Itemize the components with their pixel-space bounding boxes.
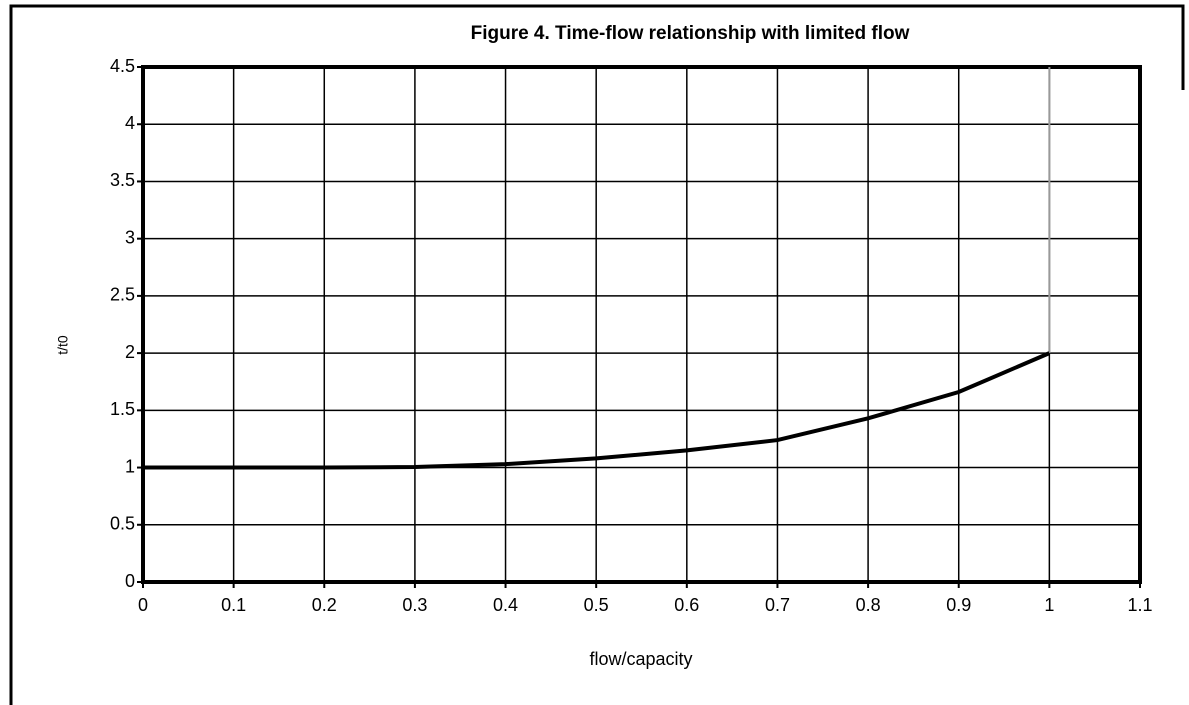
x-tick-label: 0.3 [402,595,427,615]
line [143,351,1051,470]
y-tick-label: 4.5 [110,56,135,76]
y-axis-label: t/t0 [55,335,71,355]
y-tick-label: 0 [125,571,135,591]
x-tick-label: 0.5 [584,595,609,615]
chart-title: Figure 4. Time-flow relationship with li… [471,23,910,44]
y-tick-label: 3 [125,227,135,247]
x-tick-label: 0.6 [674,595,699,615]
y-tick-label: 2 [125,342,135,362]
x-axis-label: flow/capacity [589,649,692,669]
x-tick-label: 0.7 [765,595,790,615]
plot-border [141,65,1142,584]
x-tick-label: 0.9 [946,595,971,615]
x-tick-label: 0.2 [312,595,337,615]
x-tick-label: 0 [138,595,148,615]
x-tick-label: 0.8 [856,595,881,615]
y-tick-label: 2.5 [110,285,135,305]
x-tick-label: 1.1 [1127,595,1152,615]
y-tick-label: 0.5 [110,514,135,534]
x-tick-label: 0.4 [493,595,518,615]
y-tick-label: 1 [125,456,135,476]
x-tick-label: 0.1 [221,595,246,615]
frame [9,4,1185,705]
y-tick-label: 4 [125,113,135,133]
y-tick-label: 1.5 [110,399,135,419]
y-tick-label: 3.5 [110,170,135,190]
x-tick-label: 1 [1044,595,1054,615]
